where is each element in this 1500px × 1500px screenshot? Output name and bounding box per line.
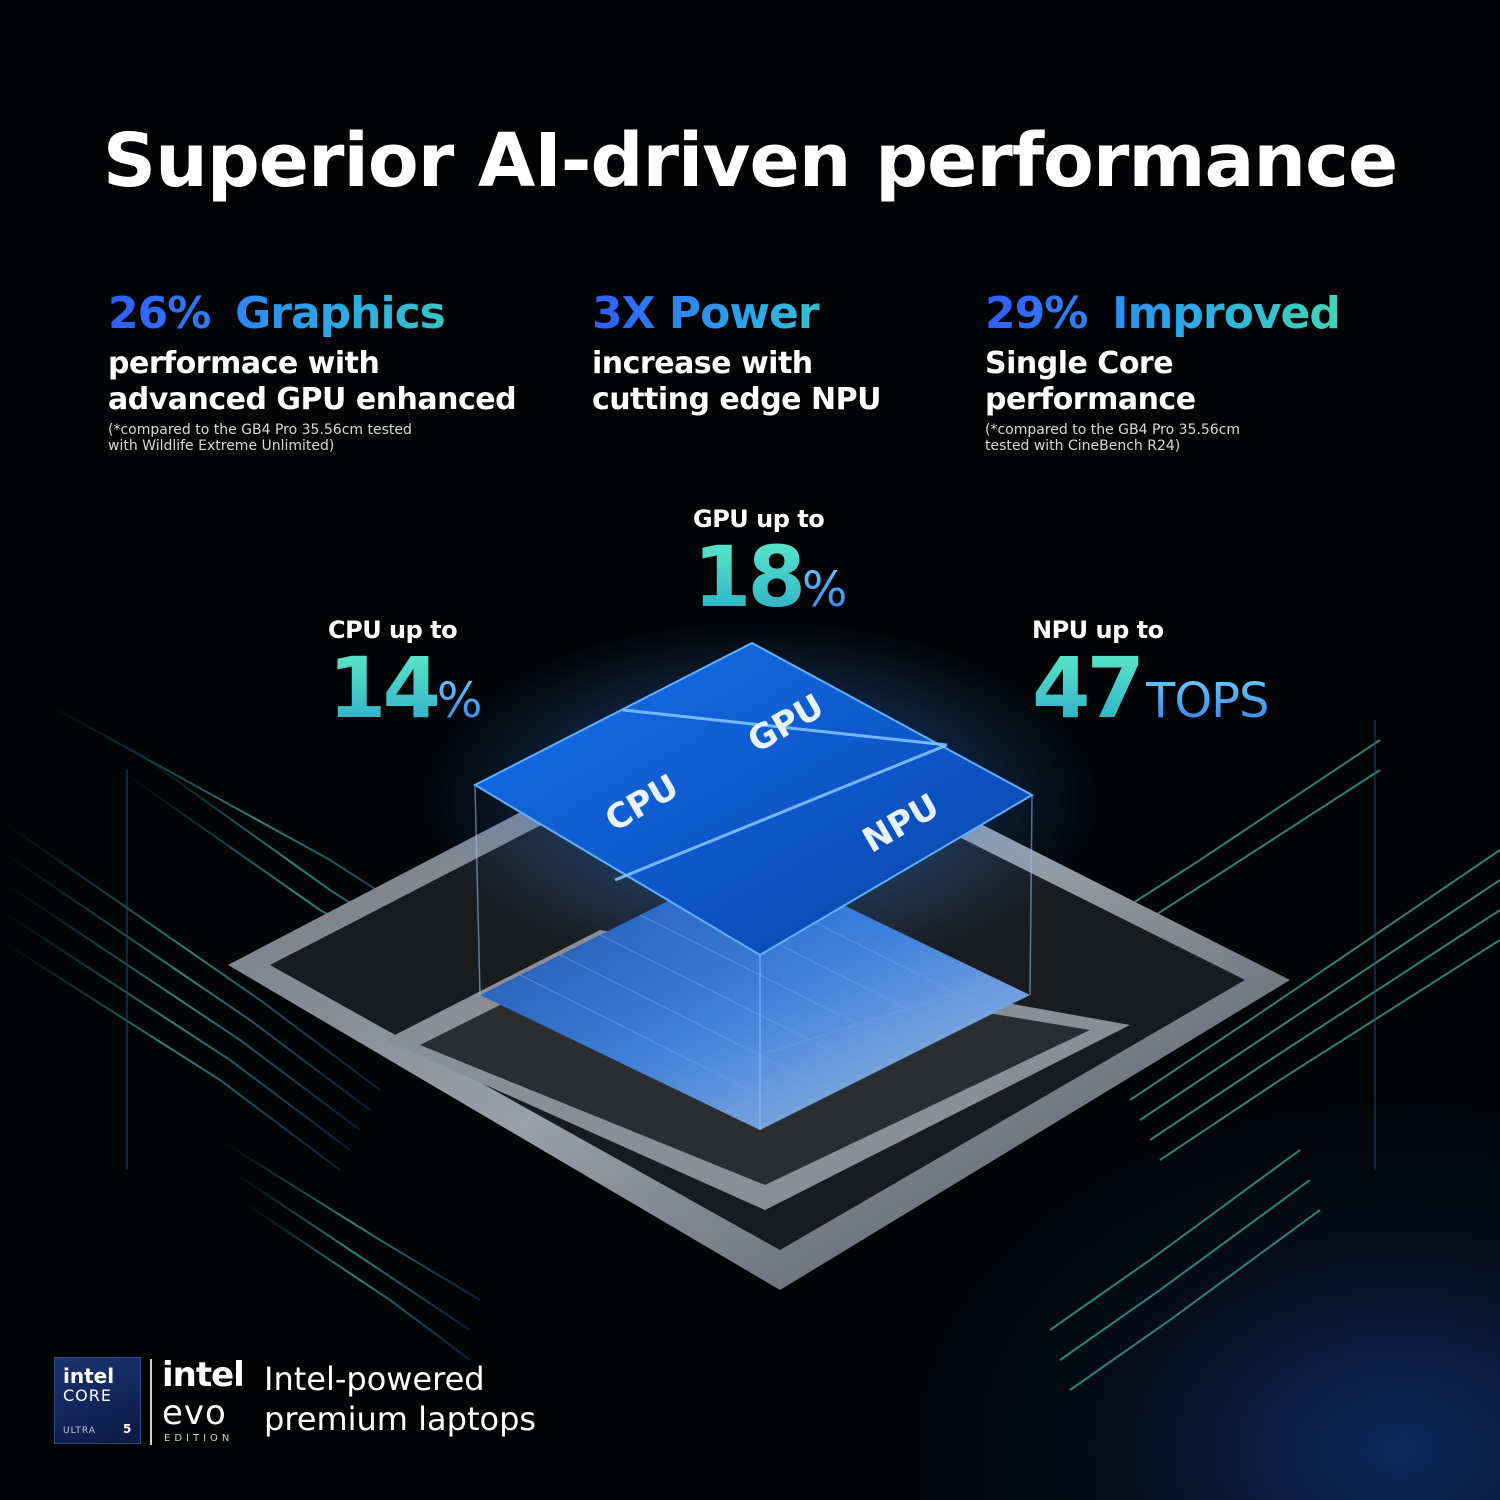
- metric-npu: NPU up to 47 TOPS: [1032, 616, 1270, 732]
- intel-evo-logo-product: evo: [162, 1393, 227, 1433]
- stat-graphics-note: (*compared to the GB4 Pro 35.56cm tested…: [108, 422, 412, 454]
- metric-npu-label: NPU up to: [1032, 616, 1164, 644]
- footer-tagline: Intel-powered premium laptops: [264, 1360, 537, 1438]
- stat-graphics: 26%* Graphics performace with advanced G…: [108, 288, 517, 454]
- metric-gpu: GPU up to 18%: [693, 505, 848, 621]
- metric-cpu-label: CPU up to: [328, 616, 458, 644]
- metric-gpu-unit: %: [801, 562, 848, 618]
- stat-graphics-headline: 26%* Graphics: [108, 288, 516, 340]
- stat-graphics-desc: performace with advanced GPU enhanced: [108, 346, 517, 417]
- intel-core-ultra-badge: intel CORE ULTRA 5: [54, 1357, 141, 1444]
- stat-single-core-headline: 29%* Improved: [985, 288, 1340, 339]
- headline: Superior AI-driven performance: [102, 118, 1398, 204]
- stat-single-core-desc: Single Core performance: [985, 346, 1196, 417]
- chip-top-layer: [472, 641, 1035, 957]
- intel-evo-logo-brand: intel: [162, 1355, 245, 1395]
- metric-cpu-unit: %: [436, 673, 483, 729]
- metric-cpu: CPU up to 14%: [328, 616, 483, 732]
- stat-single-core-note: (*compared to the GB4 Pro 35.56cm tested…: [985, 422, 1241, 454]
- stat-power-headline: 3X Power: [592, 288, 881, 340]
- circuit-lines-right: [1049, 739, 1500, 1391]
- metric-gpu-value: 18: [693, 528, 806, 626]
- metric-cpu-value: 14: [328, 639, 441, 737]
- circuit-lines-vertical: [126, 720, 1376, 1170]
- metric-npu-value: 47: [1032, 639, 1145, 737]
- stat-power-desc: increase with cutting edge NPU: [592, 346, 881, 417]
- circuit-lines-left: [0, 699, 481, 1361]
- logo-divider: [150, 1359, 152, 1445]
- intel-evo-logo-edition: EDITION: [164, 1433, 234, 1444]
- stat-power: 3X Power increase with cutting edge NPU: [592, 288, 881, 418]
- stat-single-core: 29%* Improved Single Core performance (*…: [985, 288, 1340, 454]
- metric-gpu-label: GPU up to: [693, 505, 825, 533]
- metric-npu-unit: TOPS: [1146, 673, 1270, 729]
